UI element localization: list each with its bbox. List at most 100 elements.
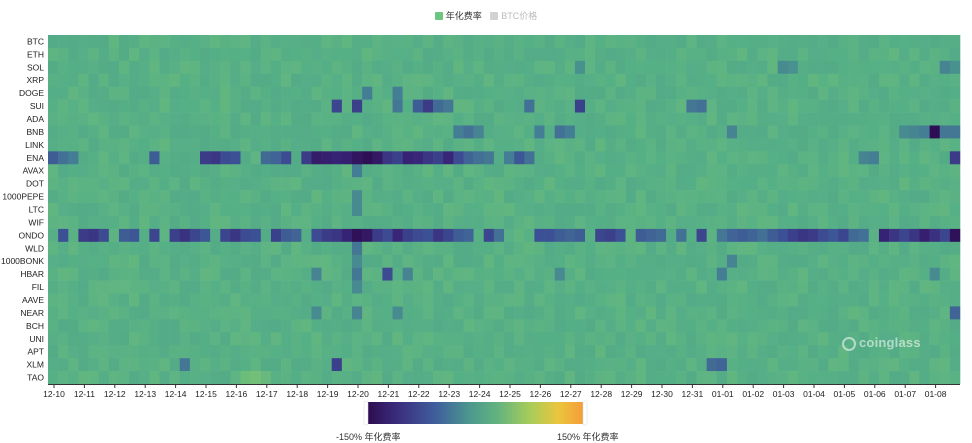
heatmap-cell[interactable] (240, 86, 251, 100)
heatmap-cell[interactable] (676, 358, 687, 372)
heatmap-cell[interactable] (878, 280, 890, 294)
heatmap-cell[interactable] (270, 35, 282, 49)
heatmap-cell[interactable] (260, 99, 272, 113)
heatmap-cell[interactable] (483, 306, 495, 320)
heatmap-cell[interactable] (240, 345, 251, 359)
heatmap-cell[interactable] (737, 190, 748, 204)
heatmap-cell[interactable] (808, 228, 819, 243)
heatmap-cell[interactable] (210, 151, 221, 165)
heatmap-cell[interactable] (645, 241, 657, 256)
heatmap-cell[interactable] (139, 371, 150, 385)
heatmap-cell[interactable] (493, 345, 505, 359)
heatmap-cell[interactable] (858, 215, 870, 230)
heatmap-cell[interactable] (210, 293, 221, 307)
heatmap-cell[interactable] (220, 241, 231, 256)
heatmap-cell[interactable] (159, 177, 170, 191)
heatmap-cell[interactable] (605, 267, 616, 281)
heatmap-cell[interactable] (757, 112, 768, 126)
heatmap-cell[interactable] (433, 345, 444, 359)
heatmap-cell[interactable] (88, 151, 99, 165)
heatmap-cell[interactable] (504, 73, 515, 88)
heatmap-cell[interactable] (433, 138, 444, 152)
heatmap-cell[interactable] (564, 112, 576, 126)
heatmap-cell[interactable] (493, 35, 505, 49)
heatmap-cell[interactable] (108, 254, 120, 268)
heatmap-cell[interactable] (645, 267, 657, 281)
heatmap-cell[interactable] (200, 125, 211, 139)
heatmap-cell[interactable] (787, 151, 799, 165)
heatmap-cell[interactable] (443, 151, 454, 165)
heatmap-cell[interactable] (372, 358, 383, 372)
heatmap-cell[interactable] (818, 371, 829, 385)
heatmap-cell[interactable] (179, 215, 191, 230)
heatmap-cell[interactable] (797, 99, 809, 113)
heatmap-cell[interactable] (473, 125, 485, 139)
heatmap-cell[interactable] (422, 164, 434, 178)
heatmap-cell[interactable] (878, 60, 890, 75)
heatmap-cell[interactable] (281, 177, 292, 191)
heatmap-cell[interactable] (422, 86, 434, 100)
heatmap-cell[interactable] (58, 203, 69, 217)
heatmap-cell[interactable] (696, 241, 707, 256)
heatmap-cell[interactable] (818, 332, 829, 346)
heatmap-cell[interactable] (818, 358, 829, 372)
heatmap-cell[interactable] (382, 190, 393, 204)
heatmap-cell[interactable] (210, 267, 221, 281)
heatmap-cell[interactable] (656, 345, 667, 359)
heatmap-cell[interactable] (58, 164, 69, 178)
heatmap-cell[interactable] (929, 267, 941, 281)
heatmap-cell[interactable] (625, 345, 637, 359)
heatmap-cell[interactable] (828, 125, 839, 139)
heatmap-cell[interactable] (514, 293, 525, 307)
heatmap-cell[interactable] (433, 86, 444, 100)
heatmap-cell[interactable] (98, 267, 110, 281)
heatmap-cell[interactable] (858, 280, 870, 294)
heatmap-cell[interactable] (179, 345, 191, 359)
heatmap-cell[interactable] (129, 241, 140, 256)
heatmap-cell[interactable] (362, 267, 373, 281)
heatmap-cell[interactable] (767, 267, 778, 281)
heatmap-cell[interactable] (341, 35, 353, 49)
heatmap-cell[interactable] (483, 99, 495, 113)
heatmap-cell[interactable] (747, 332, 758, 346)
heatmap-cell[interactable] (281, 47, 292, 62)
heatmap-cell[interactable] (443, 371, 454, 385)
heatmap-cell[interactable] (98, 293, 110, 307)
heatmap-cell[interactable] (797, 306, 809, 320)
heatmap-cell[interactable] (88, 267, 99, 281)
heatmap-cell[interactable] (362, 151, 373, 165)
heatmap-cell[interactable] (392, 47, 403, 62)
heatmap-cell[interactable] (159, 47, 170, 62)
heatmap-cell[interactable] (483, 254, 495, 268)
heatmap-cell[interactable] (48, 99, 59, 113)
heatmap-cell[interactable] (716, 151, 728, 165)
heatmap-cell[interactable] (139, 177, 150, 191)
heatmap-cell[interactable] (534, 190, 545, 204)
heatmap-cell[interactable] (68, 35, 79, 49)
heatmap-cell[interactable] (78, 125, 89, 139)
heatmap-cell[interactable] (878, 177, 890, 191)
heatmap-cell[interactable] (362, 215, 373, 230)
heatmap-cell[interactable] (483, 151, 495, 165)
heatmap-cell[interactable] (635, 358, 647, 372)
heatmap-cell[interactable] (433, 112, 444, 126)
heatmap-cell[interactable] (666, 86, 677, 100)
heatmap-cell[interactable] (838, 177, 849, 191)
heatmap-cell[interactable] (382, 73, 393, 88)
heatmap-cell[interactable] (787, 228, 799, 243)
heatmap-cell[interactable] (716, 35, 728, 49)
heatmap-cell[interactable] (929, 86, 941, 100)
heatmap-cell[interactable] (250, 86, 262, 100)
heatmap-cell[interactable] (200, 345, 211, 359)
heatmap-cell[interactable] (514, 112, 525, 126)
heatmap-cell[interactable] (493, 254, 505, 268)
heatmap-cell[interactable] (899, 112, 910, 126)
heatmap-cell[interactable] (635, 86, 647, 100)
heatmap-cell[interactable] (726, 190, 738, 204)
heatmap-cell[interactable] (270, 125, 282, 139)
heatmap-cell[interactable] (493, 47, 505, 62)
heatmap-cell[interactable] (58, 151, 69, 165)
heatmap-cell[interactable] (919, 358, 930, 372)
heatmap-cell[interactable] (463, 215, 474, 230)
heatmap-cell[interactable] (392, 112, 403, 126)
